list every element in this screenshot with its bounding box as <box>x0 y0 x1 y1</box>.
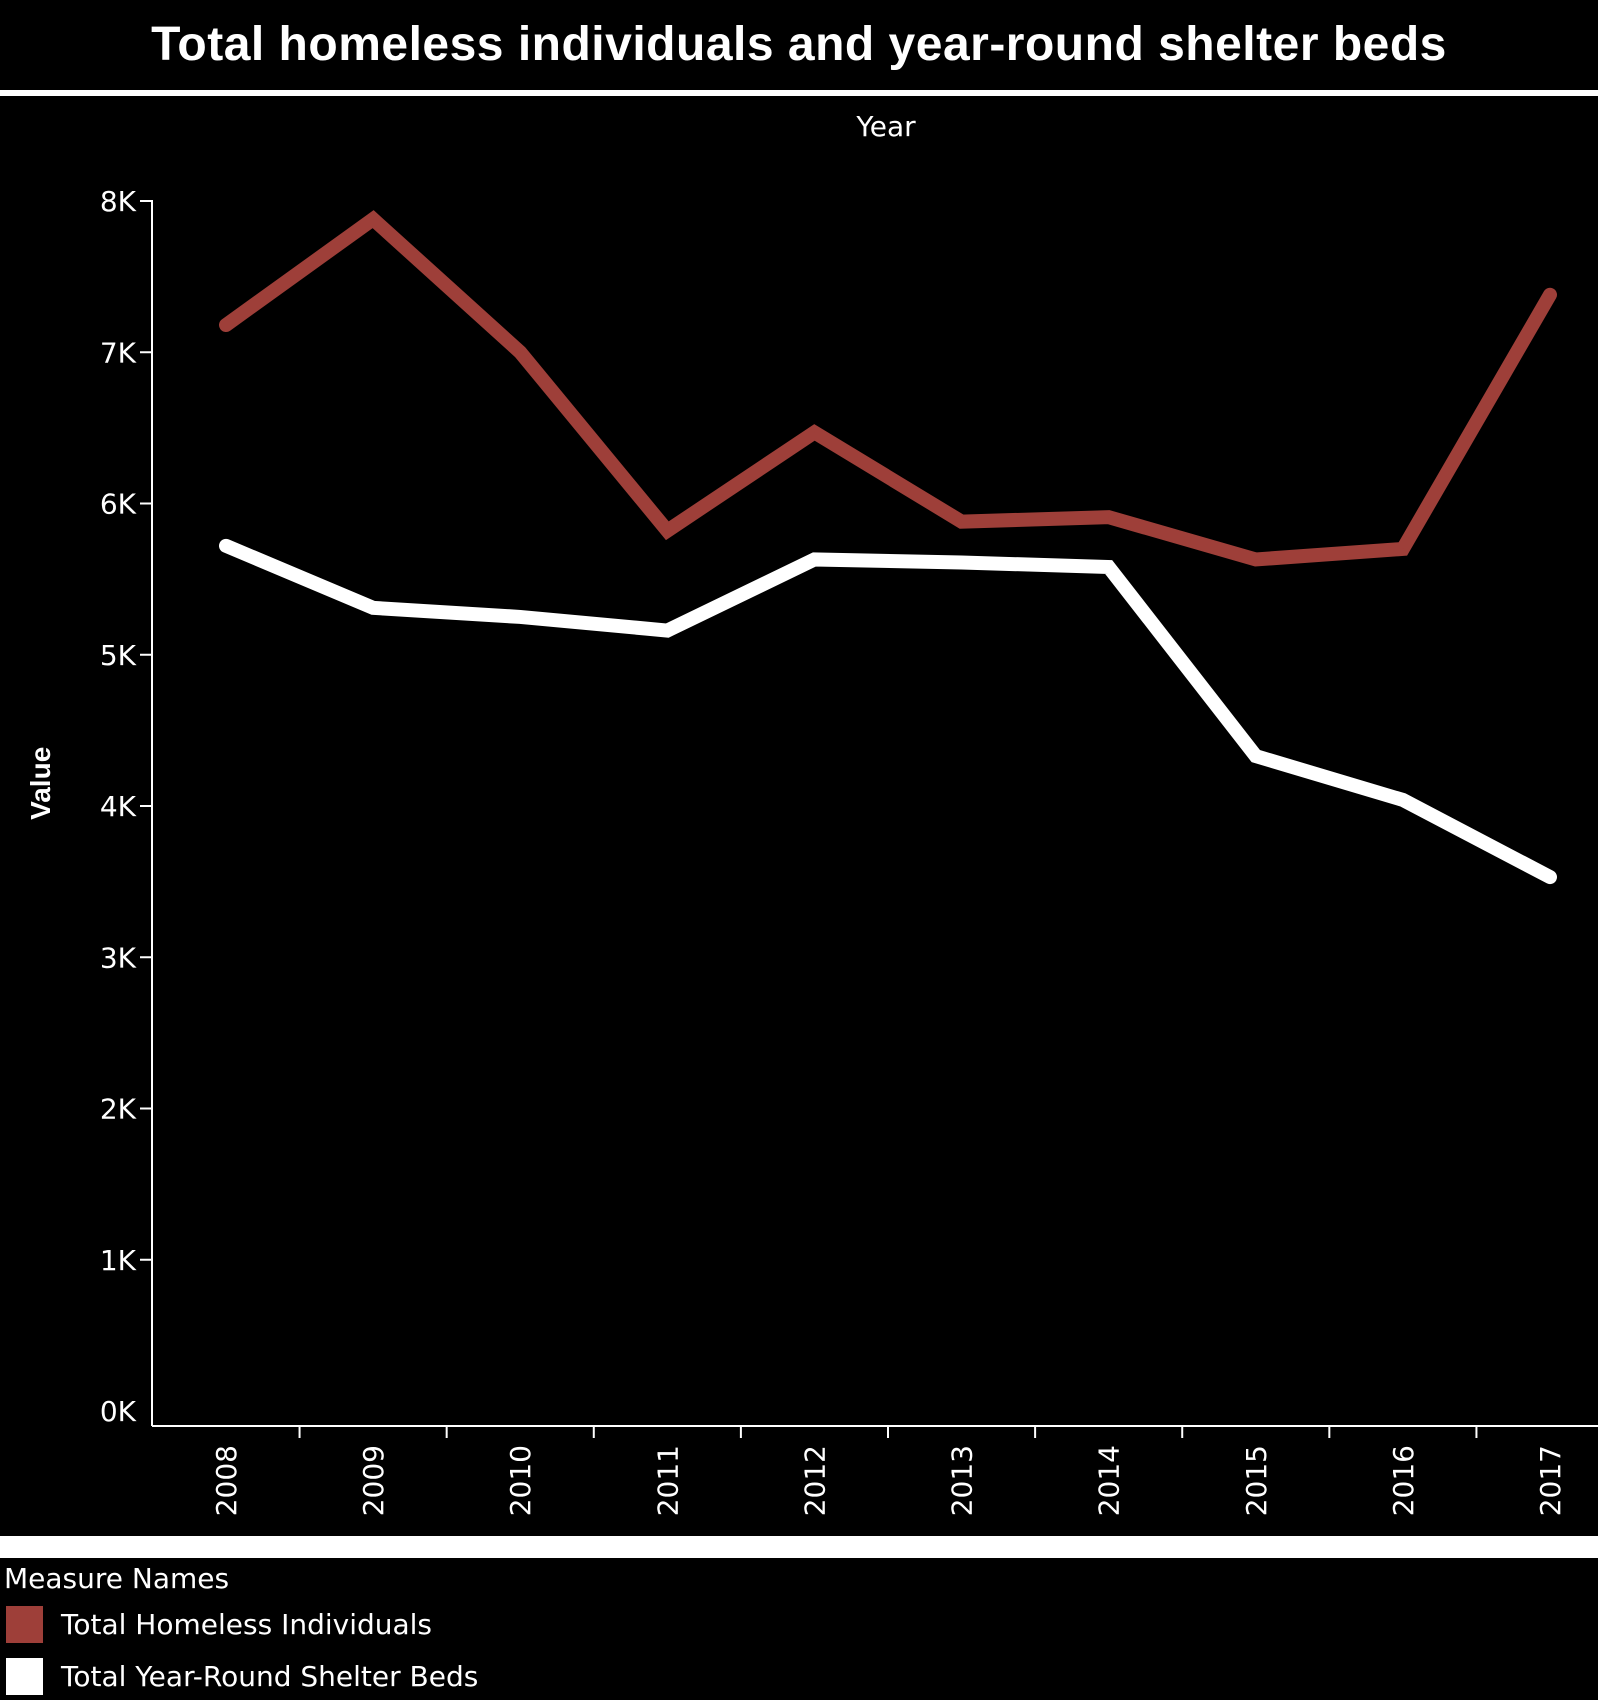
x-tick-label: 2016 <box>1387 1445 1420 1516</box>
x-tick-label: 2008 <box>210 1445 243 1516</box>
line-chart: Year Value 0K 1K 2K 3K 4K 5K 6K 7K 8K 2008 2009 2010 2… <box>25 110 1598 1516</box>
data-point <box>961 521 963 523</box>
y-tick-label: 2K <box>100 1093 137 1126</box>
x-tick-label: 2015 <box>1240 1445 1273 1516</box>
data-point <box>666 530 668 532</box>
data-point <box>1549 876 1551 878</box>
title-bar: Total homeless individuals and year-roun… <box>0 0 1598 88</box>
legend-divider <box>0 1536 1598 1558</box>
x-tick-label: 2010 <box>504 1445 537 1516</box>
series-line-homeless <box>219 210 1557 567</box>
data-point <box>372 607 374 609</box>
data-point <box>225 324 227 326</box>
legend-item-beds[interactable]: Total Year-Round Shelter Beds <box>6 1656 478 1696</box>
legend-label-homeless: Total Homeless Individuals <box>61 1607 433 1641</box>
legend-item-homeless[interactable]: Total Homeless Individuals <box>6 1604 432 1644</box>
x-axis-title: Year <box>855 110 916 143</box>
data-point <box>813 558 815 560</box>
data-point <box>1255 755 1257 757</box>
x-tick-label: 2014 <box>1093 1445 1126 1516</box>
y-tick-label: 6K <box>100 488 137 521</box>
series-line-beds <box>219 538 1557 885</box>
y-tick-label: 4K <box>100 790 137 823</box>
data-point <box>813 431 815 433</box>
data-point <box>666 630 668 632</box>
y-tick-label: 7K <box>100 336 137 369</box>
y-tick-label: 1K <box>100 1244 137 1277</box>
legend-title: Measure Names <box>4 1562 230 1595</box>
y-tick-label: 0K <box>100 1395 137 1428</box>
legend: Measure Names Total Homeless Individuals… <box>0 1556 1598 1700</box>
chart-title: Total homeless individuals and year-roun… <box>151 17 1447 71</box>
data-point <box>372 218 374 220</box>
data-point <box>1255 558 1257 560</box>
data-point <box>961 561 963 563</box>
y-tick-label: 8K <box>100 185 137 218</box>
legend-swatch-homeless <box>6 1605 43 1643</box>
data-point <box>519 616 521 618</box>
data-point <box>1549 294 1551 296</box>
data-point <box>1108 566 1110 568</box>
x-tick-label: 2009 <box>357 1445 390 1516</box>
x-tick-label: 2012 <box>798 1445 831 1516</box>
legend-label-beds: Total Year-Round Shelter Beds <box>61 1659 479 1693</box>
x-tick-label: 2017 <box>1534 1445 1567 1516</box>
y-axis-title: Value <box>25 747 56 820</box>
data-point <box>1402 548 1404 550</box>
y-tick-label: 3K <box>100 941 137 974</box>
data-point <box>1402 799 1404 801</box>
legend-swatch-beds <box>6 1657 43 1695</box>
data-point <box>519 351 521 353</box>
x-tick-label: 2013 <box>946 1445 979 1516</box>
title-divider <box>0 90 1598 96</box>
data-point <box>1108 516 1110 518</box>
data-point <box>225 545 227 547</box>
x-tick-label: 2011 <box>651 1445 684 1516</box>
y-tick-label: 5K <box>100 639 137 672</box>
